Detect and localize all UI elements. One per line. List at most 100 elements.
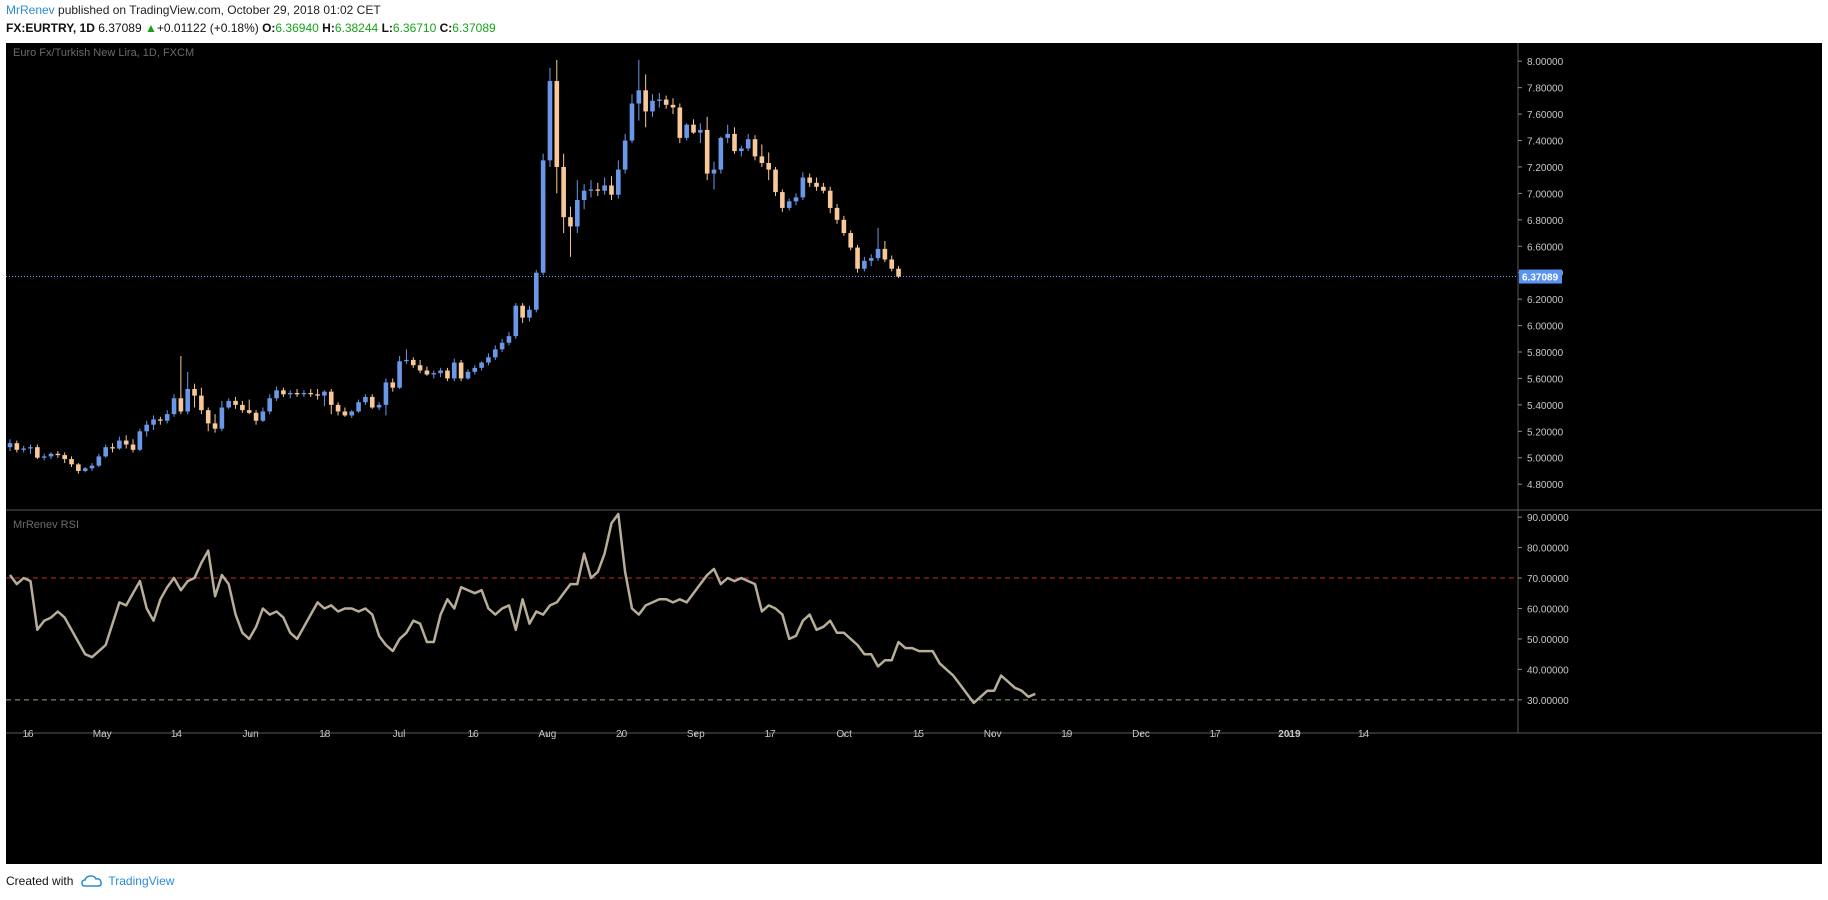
candle-body	[356, 402, 361, 412]
candle	[780, 189, 785, 212]
candle	[581, 184, 587, 210]
candle	[882, 240, 888, 263]
candle-body	[581, 190, 587, 200]
open-label: O:	[262, 21, 276, 35]
candle-body	[793, 197, 799, 202]
candle	[28, 444, 33, 454]
candle	[561, 153, 566, 234]
time-tick-label: 15	[913, 729, 925, 740]
candle-body	[540, 160, 546, 273]
candle	[144, 420, 149, 437]
candle	[827, 186, 833, 214]
candle-body	[335, 404, 341, 412]
candle-body	[363, 396, 368, 403]
candle	[397, 355, 402, 390]
chart-area[interactable]: Euro Fx/Turkish New Lira, 1D, FXCM MrRen…	[6, 43, 1822, 864]
published-text: published on TradingView.com, October 29…	[58, 3, 381, 17]
candle	[192, 383, 197, 408]
candle-body	[103, 447, 108, 457]
candle	[499, 338, 505, 352]
candle-body	[328, 391, 334, 405]
open-value: 6.36940	[275, 21, 319, 35]
time-tick-label: 17	[764, 729, 776, 740]
candle-body	[458, 362, 464, 379]
price-tick-label: 5.60000	[1527, 374, 1564, 385]
candle-body	[96, 456, 102, 466]
candle	[540, 153, 546, 276]
candle-body	[240, 404, 245, 411]
candle-body	[472, 367, 478, 372]
candle	[752, 135, 758, 161]
candle	[431, 370, 437, 379]
ohlc-line: FX:EURTRY, 1D 6.37089 ▲+0.01122 (+0.18%)…	[6, 21, 496, 35]
chart-svg[interactable]: Euro Fx/Turkish New Lira, 1D, FXCM MrRen…	[6, 43, 1822, 864]
time-tick-label: Nov	[984, 729, 1002, 740]
candle-body	[595, 189, 601, 191]
candle-body	[533, 272, 539, 310]
rsi-tick-label: 80.00000	[1527, 544, 1569, 555]
price-tick-label: 5.80000	[1527, 348, 1564, 359]
symbol-label: FX:EURTRY, 1D	[6, 21, 95, 35]
candle-body	[397, 361, 402, 388]
candle	[554, 59, 560, 194]
candle-body	[287, 392, 293, 395]
candle	[445, 367, 450, 382]
author-link[interactable]: MrRenev	[6, 3, 55, 17]
candle	[773, 166, 778, 197]
candle	[417, 359, 423, 374]
candle-body	[69, 459, 74, 465]
candle	[739, 145, 744, 157]
time-tick-label: 16	[468, 729, 480, 740]
candle-body	[616, 169, 621, 195]
candle	[253, 410, 259, 425]
candle	[670, 98, 676, 115]
time-tick-label: Sep	[687, 729, 705, 740]
candle	[793, 193, 799, 206]
candle	[123, 435, 129, 449]
candle	[424, 366, 430, 376]
last-price-badge-label: 6.37089	[1522, 273, 1559, 284]
candle-body	[821, 186, 826, 191]
candle-body	[315, 394, 320, 396]
candle	[875, 227, 881, 261]
candle	[328, 389, 334, 415]
candle-body	[657, 99, 662, 101]
candle-body	[568, 217, 573, 227]
candle-body	[643, 90, 648, 112]
candle-body	[158, 419, 163, 421]
price-tick-label: 6.60000	[1527, 242, 1564, 253]
candle-body	[267, 398, 273, 412]
candle	[492, 345, 498, 360]
tradingview-brand[interactable]: TradingView	[81, 874, 174, 888]
candle	[889, 255, 895, 272]
candle	[684, 123, 689, 141]
candle	[35, 444, 40, 460]
time-tick-label: 19	[1061, 729, 1073, 740]
candle-body	[390, 382, 396, 388]
candle	[629, 94, 635, 144]
candle-body	[28, 447, 33, 449]
candle	[472, 365, 478, 375]
candle	[82, 466, 88, 473]
candle-body	[451, 362, 457, 379]
candle-body	[827, 190, 833, 208]
candle-body	[424, 370, 430, 375]
candle-body	[629, 103, 635, 141]
candle	[130, 439, 136, 453]
candle-body	[308, 392, 314, 395]
candle-body	[205, 410, 211, 424]
candle-body	[383, 382, 389, 405]
candle	[383, 378, 389, 416]
candle-body	[732, 133, 737, 152]
price-tick-label: 6.80000	[1527, 216, 1564, 227]
candle-body	[766, 162, 771, 170]
candle	[868, 254, 874, 267]
candle-body	[527, 309, 532, 318]
candle-body	[841, 219, 847, 234]
time-tick-label: 18	[319, 729, 331, 740]
time-tick-label: May	[93, 729, 112, 740]
close-label: C:	[439, 21, 453, 35]
candle	[21, 445, 26, 453]
candle-body	[137, 431, 143, 450]
candle	[363, 394, 368, 405]
